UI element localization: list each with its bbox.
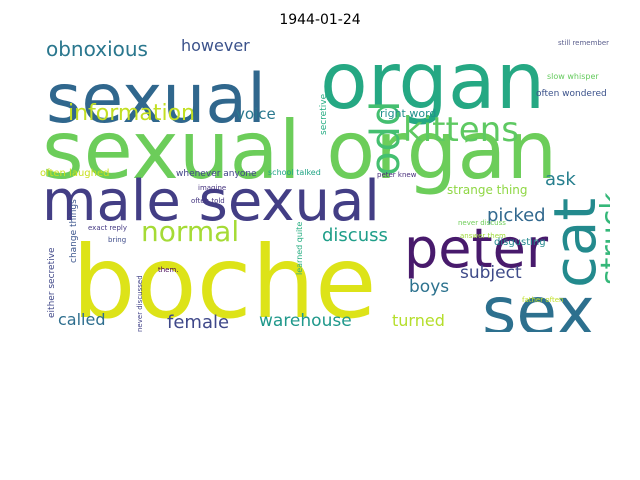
word-called: called: [58, 310, 106, 329]
word-however: however: [181, 36, 250, 55]
word-discuss: discuss: [322, 225, 388, 246]
word-ask: ask: [545, 169, 576, 190]
word-bring: bring: [108, 236, 126, 244]
word-slow-whisper: slow whisper: [547, 72, 599, 81]
word-peter: peter: [404, 217, 549, 280]
word-subject: subject: [460, 263, 522, 283]
word-still-remember: still remember: [558, 39, 609, 47]
word-disgusting: disgusting: [494, 237, 546, 248]
word-obnoxious: obnoxious: [46, 37, 148, 61]
word-learned-quite: learned quite: [295, 222, 304, 275]
word-sexual: sexual: [46, 60, 266, 139]
word-struck: struck: [595, 192, 610, 285]
word-change-things: change things: [69, 199, 79, 263]
word-either-secretive: either secretive: [47, 247, 57, 318]
word-cat: cat: [541, 198, 609, 288]
word-warehouse: warehouse: [259, 311, 352, 331]
word-peter-knew: peter knew: [377, 171, 417, 179]
word-whenever-anyone: whenever anyone: [176, 169, 257, 179]
word-secretive: secretive: [319, 93, 329, 135]
word-sexual-organ: sexual organ: [42, 104, 557, 197]
word-school-talked: school talked: [268, 168, 321, 177]
word-cloud: boche sexual organ organ sexual male sexual s…: [40, 30, 610, 332]
word-boche: boche: [72, 224, 377, 332]
word-answer-them: answer them: [460, 232, 506, 240]
word-sex: sex: [482, 273, 595, 332]
word-female: female: [167, 312, 229, 332]
word-kittens: kittens: [403, 110, 519, 150]
word-them: them.: [158, 266, 179, 274]
word-often-wondered: often wondered: [536, 89, 607, 99]
word-turned: turned: [392, 311, 445, 330]
word-father-often: father often: [522, 296, 563, 304]
word-right-word: right word: [380, 107, 436, 120]
word-never-discussed: never discussed: [136, 275, 144, 332]
word-picked: picked: [487, 205, 546, 226]
word-organ: organ: [320, 37, 545, 127]
word-information: information: [68, 101, 195, 126]
word-normal: normal: [141, 215, 239, 248]
word-strange-thing: strange thing: [447, 183, 528, 197]
word-exact-reply: exact reply: [88, 224, 127, 232]
chart-title: 1944-01-24: [279, 12, 361, 28]
word-often-told: often told: [191, 197, 225, 205]
word-often-laughed: often laughed: [40, 168, 109, 179]
word-never-discuss: never discuss: [458, 219, 506, 227]
word-boys: boys: [409, 277, 449, 297]
word-imagine: imagine: [198, 184, 226, 192]
word-male-sexual: male sexual: [42, 169, 380, 234]
word-odd: odd: [363, 101, 409, 176]
word-voice: voice: [236, 105, 276, 123]
